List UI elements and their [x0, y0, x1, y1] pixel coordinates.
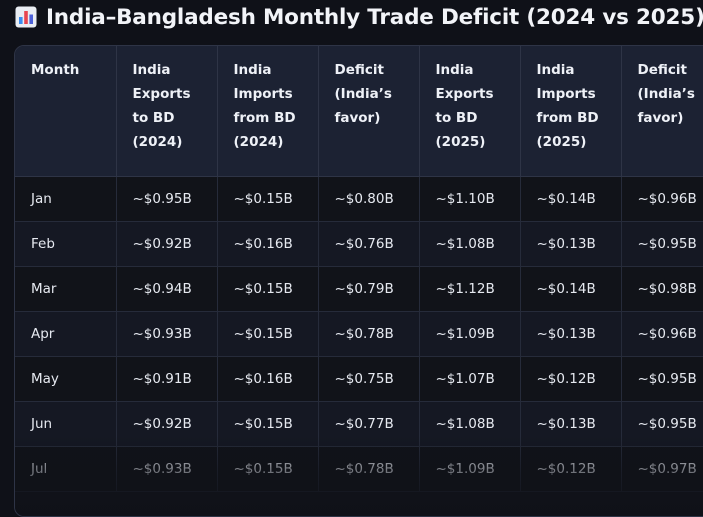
cell-month: Feb: [15, 221, 117, 267]
cell-deficit-2024: ~$0.80B: [318, 176, 420, 222]
cell-deficit-2024: ~$0.76B: [318, 221, 420, 267]
cell-imports-2025: ~$0.14B: [520, 176, 622, 222]
cell-imports-2025: ~$0.13B: [520, 311, 622, 357]
bar-chart-icon: [15, 6, 37, 28]
table-row: Jun ~$0.92B ~$0.15B ~$0.77B ~$1.08B ~$0.…: [15, 401, 703, 447]
cell-month: Jun: [15, 401, 117, 447]
cell-deficit-2024: ~$0.78B: [318, 311, 420, 357]
page-title: India–Bangladesh Monthly Trade Deficit (…: [15, 2, 703, 32]
cell-exports-2024: ~$0.94B: [116, 266, 218, 312]
cell-exports-2024: ~$0.92B: [116, 221, 218, 267]
header-deficit-2025: Deficit (India’s favor): [621, 46, 703, 177]
table-row: Jan ~$0.95B ~$0.15B ~$0.80B ~$1.10B ~$0.…: [15, 176, 703, 222]
cell-imports-2024: ~$0.15B: [217, 311, 319, 357]
cell-deficit-2025: ~$0.96B: [621, 311, 703, 357]
header-exports-2025: India Exports to BD (2025): [419, 46, 521, 177]
header-imports-2024: India Imports from BD (2024): [217, 46, 319, 177]
cell-imports-2024: ~$0.16B: [217, 356, 319, 402]
cell-deficit-2025: ~$0.95B: [621, 356, 703, 402]
header-deficit-2024: Deficit (India’s favor): [318, 46, 420, 177]
cell-deficit-2025: ~$0.98B: [621, 266, 703, 312]
trade-deficit-table: Month India Exports to BD (2024) India Impor…: [15, 46, 703, 492]
cell-exports-2025: ~$1.08B: [419, 221, 521, 267]
cell-exports-2024: ~$0.95B: [116, 176, 218, 222]
cell-imports-2024: ~$0.15B: [217, 401, 319, 447]
cell-exports-2024: ~$0.91B: [116, 356, 218, 402]
cell-imports-2025: ~$0.13B: [520, 221, 622, 267]
table-header-row: Month India Exports to BD (2024) India Impor…: [15, 46, 703, 177]
cell-deficit-2025: ~$0.97B: [621, 446, 703, 492]
cell-deficit-2024: ~$0.75B: [318, 356, 420, 402]
trade-table-container[interactable]: Month India Exports to BD (2024) India Impor…: [14, 45, 703, 517]
cell-exports-2024: ~$0.92B: [116, 401, 218, 447]
table-body: Jan ~$0.95B ~$0.15B ~$0.80B ~$1.10B ~$0.…: [15, 176, 703, 492]
page-title-text: India–Bangladesh Monthly Trade Deficit (…: [46, 4, 703, 30]
header-exports-2024: India Exports to BD (2024): [116, 46, 218, 177]
table-row: Feb ~$0.92B ~$0.16B ~$0.76B ~$1.08B ~$0.…: [15, 221, 703, 267]
cell-month: Mar: [15, 266, 117, 312]
cell-imports-2025: ~$0.12B: [520, 356, 622, 402]
cell-imports-2024: ~$0.15B: [217, 446, 319, 492]
cell-exports-2025: ~$1.07B: [419, 356, 521, 402]
cell-exports-2024: ~$0.93B: [116, 311, 218, 357]
cell-deficit-2024: ~$0.77B: [318, 401, 420, 447]
cell-deficit-2024: ~$0.79B: [318, 266, 420, 312]
cell-imports-2025: ~$0.13B: [520, 401, 622, 447]
cell-deficit-2025: ~$0.96B: [621, 176, 703, 222]
cell-exports-2024: ~$0.93B: [116, 446, 218, 492]
table-row: Mar ~$0.94B ~$0.15B ~$0.79B ~$1.12B ~$0.…: [15, 266, 703, 312]
cell-month: Jul: [15, 446, 117, 492]
table-row: May ~$0.91B ~$0.16B ~$0.75B ~$1.07B ~$0.…: [15, 356, 703, 402]
cell-imports-2025: ~$0.14B: [520, 266, 622, 312]
cell-exports-2025: ~$1.09B: [419, 446, 521, 492]
cell-exports-2025: ~$1.09B: [419, 311, 521, 357]
cell-deficit-2024: ~$0.78B: [318, 446, 420, 492]
cell-imports-2024: ~$0.16B: [217, 221, 319, 267]
header-month: Month: [15, 46, 117, 177]
cell-imports-2025: ~$0.12B: [520, 446, 622, 492]
cell-month: Apr: [15, 311, 117, 357]
cell-exports-2025: ~$1.12B: [419, 266, 521, 312]
header-imports-2025: India Imports from BD (2025): [520, 46, 622, 177]
cell-exports-2025: ~$1.08B: [419, 401, 521, 447]
cell-month: May: [15, 356, 117, 402]
table-row: Jul ~$0.93B ~$0.15B ~$0.78B ~$1.09B ~$0.…: [15, 446, 703, 492]
table-row: Apr ~$0.93B ~$0.15B ~$0.78B ~$1.09B ~$0.…: [15, 311, 703, 357]
cell-imports-2024: ~$0.15B: [217, 266, 319, 312]
cell-deficit-2025: ~$0.95B: [621, 401, 703, 447]
cell-month: Jan: [15, 176, 117, 222]
cell-deficit-2025: ~$0.95B: [621, 221, 703, 267]
cell-imports-2024: ~$0.15B: [217, 176, 319, 222]
cell-exports-2025: ~$1.10B: [419, 176, 521, 222]
